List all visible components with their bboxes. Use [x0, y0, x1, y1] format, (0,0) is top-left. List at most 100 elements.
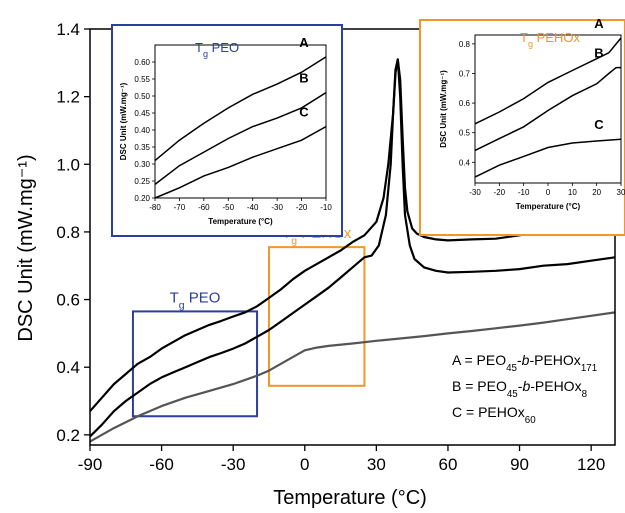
legend-entry-part: -PEHOx: [529, 352, 580, 368]
legend-entry: C = PEHOx60: [452, 404, 536, 426]
inset-pehox-series-A-label: A: [594, 16, 604, 31]
inset-pehox: -30 -20 -10 0 10 20 30 0.4 0.5 0.6 0.7 0.8 Temperatu…: [419, 16, 625, 236]
tg-peo-label-sub: g: [179, 299, 185, 311]
inset-pehox-y-axis-title: DSC Unit (mW.mg⁻¹): [439, 70, 448, 148]
x-tick-label: 30: [367, 455, 386, 474]
inset-peo-x-tick-label: -20: [296, 203, 308, 212]
legend-entry-part: -: [518, 378, 523, 394]
inset-peo-y-axis-title: DSC Unit (mW.mg⁻¹): [119, 82, 128, 160]
inset-peo-title-sub: g: [203, 49, 208, 59]
tg-peo-label-main: T: [170, 289, 179, 306]
inset-peo-series-C-label: C: [299, 105, 309, 120]
inset-peo-x-tick-label: -70: [174, 203, 186, 212]
insets: -80 -70 -60 -50 -40 -30 -20 -10 0.20 0.25 0.30 0.35…: [111, 16, 625, 237]
inset-pehox-series-B-label: B: [594, 46, 603, 61]
tg-peo-label-rest: PEO: [185, 289, 221, 306]
tg-pehox-label-sub: g: [291, 235, 297, 247]
inset-peo-x-tick-label: -80: [149, 203, 161, 212]
x-tick-label: 120: [577, 455, 605, 474]
series-C-line: [89, 311, 616, 443]
inset-pehox-x-tick-label: 20: [592, 188, 601, 197]
inset-peo-y-tick-label: 0.55: [134, 75, 150, 84]
inset-peo-y-tick-label: 0.50: [134, 92, 150, 101]
legend-entry-part: 45: [507, 389, 518, 400]
inset-pehox-title-sub: g: [528, 39, 533, 49]
y-tick-label: 1.0: [56, 155, 80, 174]
inset-peo-series-B-line: [154, 91, 327, 185]
inset-pehox-series-C-line: [474, 138, 622, 178]
tg-pehox-region: [267, 246, 366, 387]
inset-pehox-y-tick-label: 0.5: [459, 129, 471, 138]
inset-pehox-y-tick-label: 0.6: [459, 99, 471, 108]
inset-pehox-x-tick-label: -20: [494, 188, 506, 197]
x-tick-label: 0: [300, 455, 309, 474]
tg-peo-label: Tg PEO: [170, 289, 221, 311]
y-axis-title: DSC Unit (mW.mg⁻¹): [15, 154, 37, 341]
inset-peo-y-tick-label: 0.60: [134, 58, 150, 67]
legend-entry: A = PEO45-b-PEHOx171: [452, 352, 597, 374]
inset-pehox-series-A-line: [474, 37, 622, 125]
inset-pehox-x-tick-label: -30: [469, 188, 481, 197]
inset-peo-x-tick-label: -10: [320, 203, 332, 212]
inset-pehox-x-tick-label: 0: [546, 188, 551, 197]
legend-entry-part: -: [517, 352, 522, 368]
legend-entry-part: 8: [582, 389, 588, 400]
legend-entry-part: b: [522, 378, 530, 394]
inset-pehox-series-B-line: [474, 66, 621, 152]
series-B-line: [89, 58, 616, 438]
y-tick-label: 0.6: [56, 291, 80, 310]
legend-entry: B = PEO45-b-PEHOx8: [452, 378, 588, 400]
legend-entry-part: 171: [581, 363, 597, 374]
inset-peo-y-tick-label: 0.20: [134, 194, 150, 203]
inset-peo-series-C-line: [154, 125, 327, 199]
y-tick-label: 0.2: [56, 426, 80, 445]
x-axis-title: Temperature (°C): [273, 487, 427, 509]
legend-entry-part: B = PEO: [452, 378, 507, 394]
inset-peo-x-tick-label: -40: [247, 203, 259, 212]
series-A-line: [89, 58, 616, 412]
inset-peo-y-tick-label: 0.40: [134, 126, 150, 135]
inset-peo-plot-frame: [154, 44, 327, 199]
inset-peo-title-rest: PEO: [208, 40, 239, 55]
x-tick-label: -90: [78, 455, 103, 474]
inset-pehox-title: Tg PEHOx: [520, 30, 580, 49]
legend-entry-part: -PEHOx: [530, 378, 581, 394]
tg-peo-region: [131, 310, 259, 418]
inset-pehox-title-rest: PEHOx: [533, 30, 580, 45]
inset-peo-y-tick-label: 0.35: [134, 143, 150, 152]
plot-frame: [89, 28, 616, 446]
inset-pehox-x-tick-label: 10: [568, 188, 577, 197]
inset-pehox-title-main: T: [520, 30, 528, 45]
inset-pehox-series-C-label: C: [594, 117, 604, 132]
inset-peo-y-tick-label: 0.45: [134, 109, 150, 118]
main-series: [89, 58, 616, 443]
legend-entry-part: C = PEHOx: [452, 404, 525, 420]
inset-pehox-y-tick-label: 0.4: [459, 158, 471, 167]
legend-entry-part: 45: [506, 363, 517, 374]
inset-peo-title-main: T: [195, 40, 203, 55]
x-tick-label: -60: [149, 455, 174, 474]
y-tick-label: 1.2: [56, 88, 80, 107]
inset-peo-y-tick-label: 0.30: [134, 160, 150, 169]
legend-entry-part: b: [522, 352, 530, 368]
inset-peo: -80 -70 -60 -50 -40 -30 -20 -10 0.20 0.25 0.30 0.35…: [111, 24, 343, 237]
legend-entry-part: 60: [525, 415, 536, 426]
inset-peo-series-A-line: [154, 56, 327, 162]
inset-peo-title: Tg PEO: [195, 40, 239, 59]
x-tick-label: 60: [438, 455, 457, 474]
inset-pehox-x-axis-title: Temperature (°C): [516, 202, 581, 211]
inset-pehox-y-tick-label: 0.7: [459, 69, 471, 78]
y-tick-label: 0.8: [56, 223, 80, 242]
x-tick-label: 90: [510, 455, 529, 474]
inset-pehox-x-tick-label: -10: [518, 188, 530, 197]
inset-peo-series-A-label: A: [299, 35, 309, 50]
inset-peo-frame: [111, 24, 343, 237]
inset-pehox-y-tick-label: 0.8: [459, 40, 471, 49]
inset-peo-x-tick-label: -50: [223, 203, 235, 212]
y-tick-label: 1.4: [56, 20, 80, 39]
inset-peo-series-B-label: B: [299, 71, 308, 86]
inset-peo-x-tick-label: -60: [198, 203, 210, 212]
